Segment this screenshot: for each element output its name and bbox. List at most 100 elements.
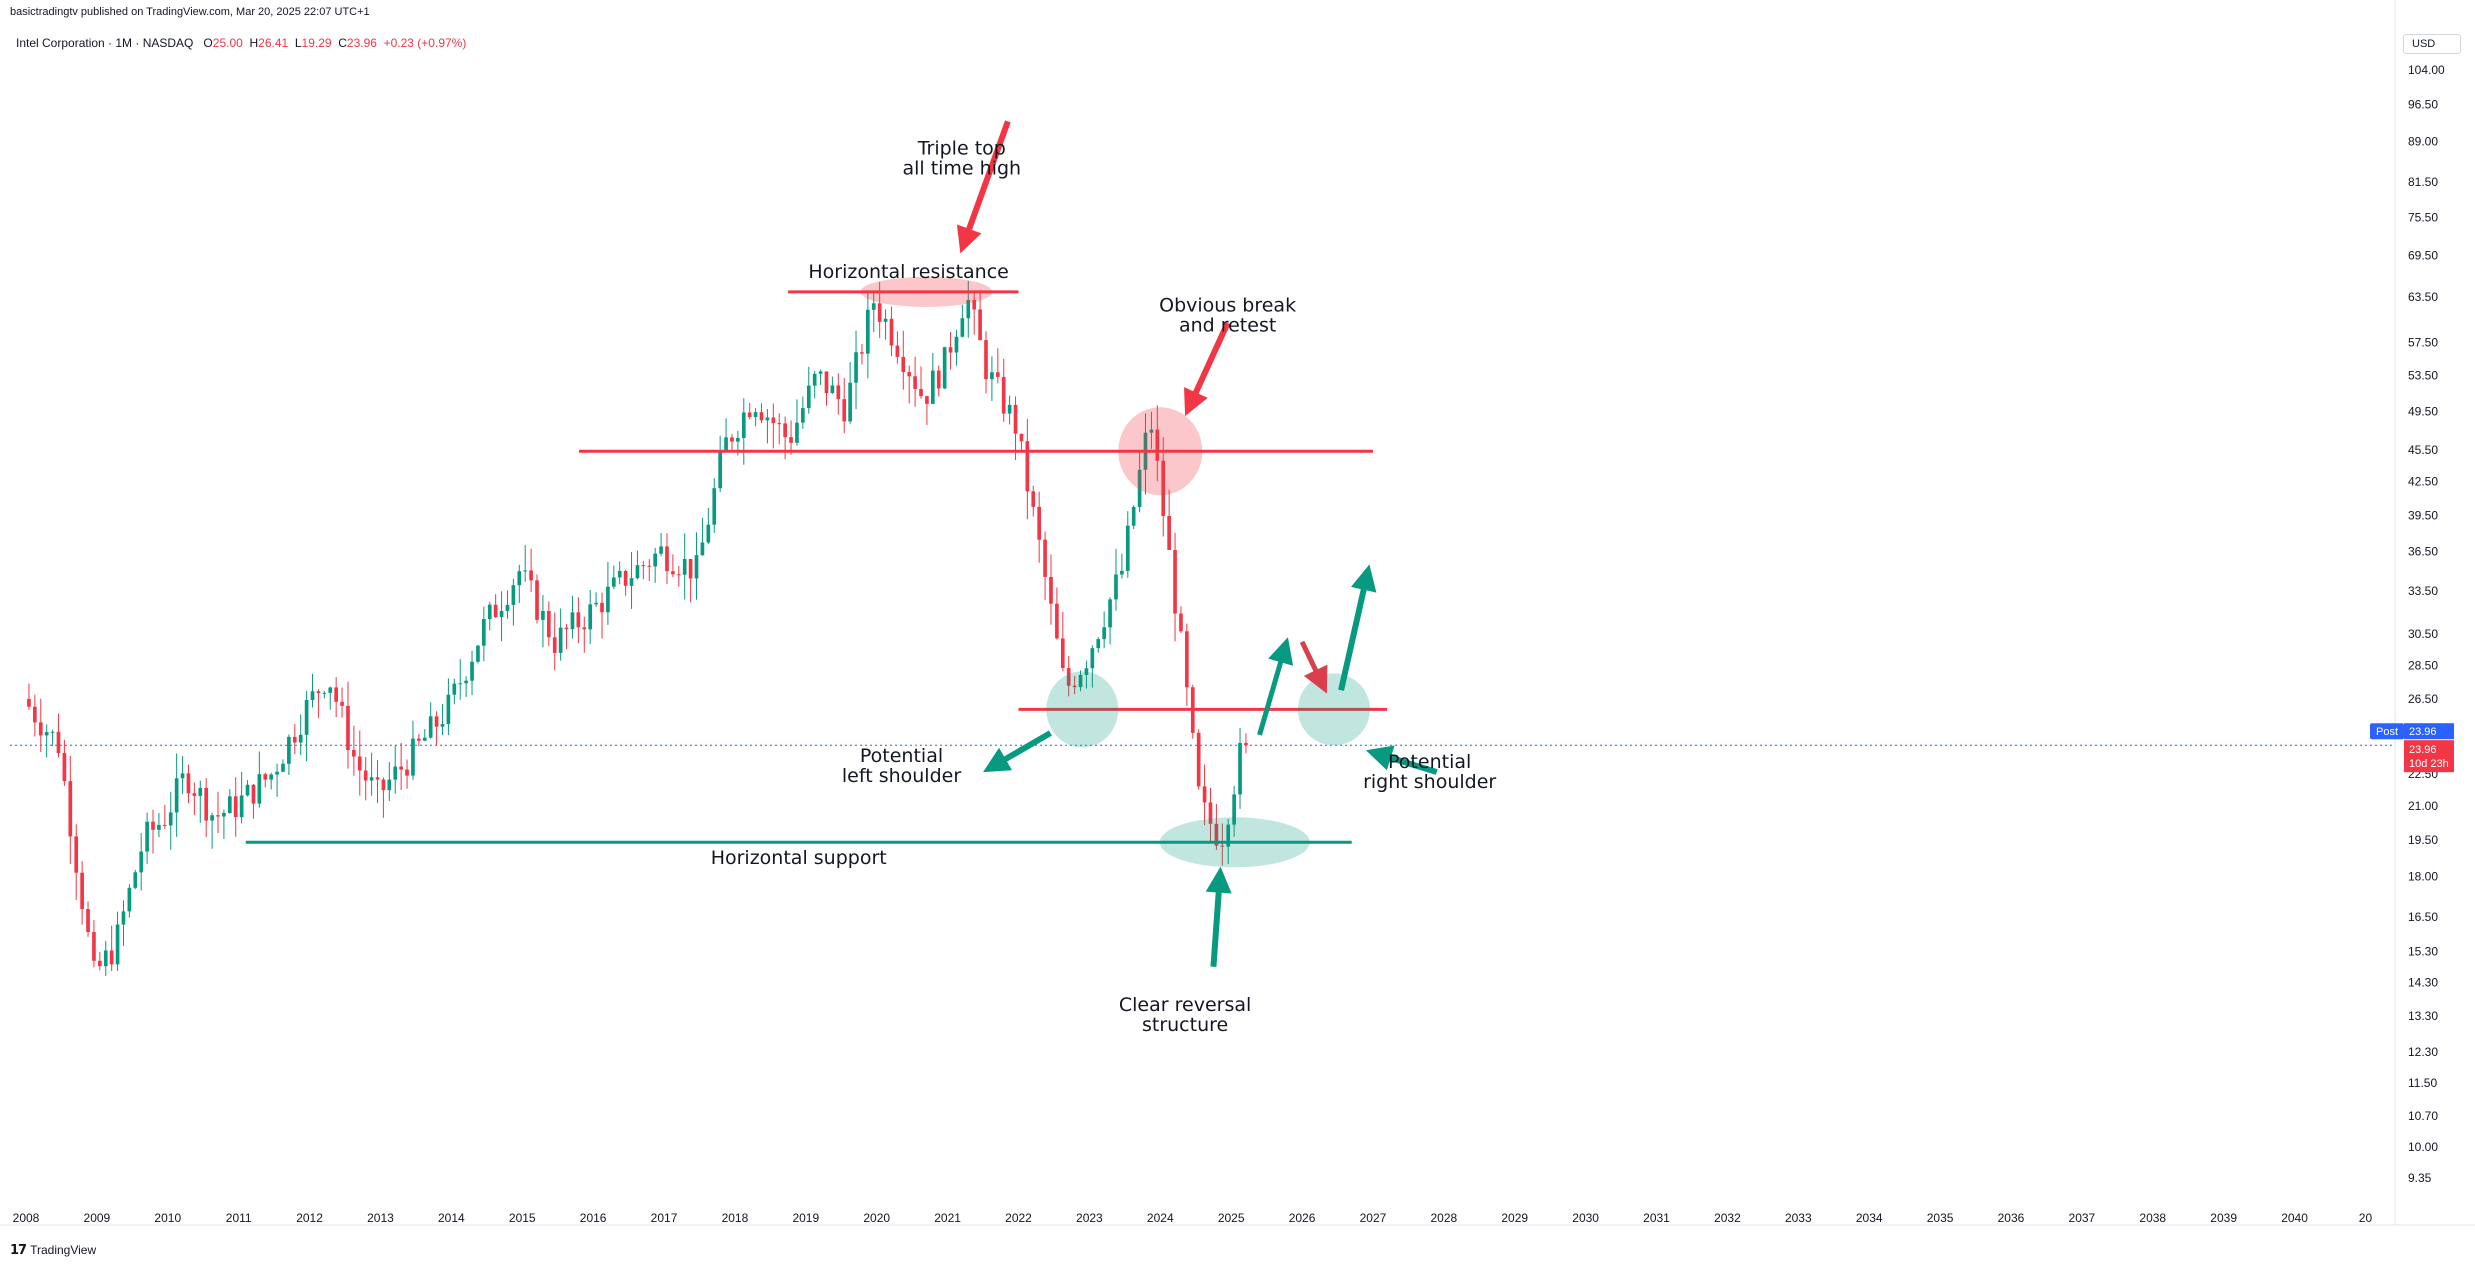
x-tick-label: 2039 [2210,1211,2237,1225]
candle-body [671,571,675,575]
candle-body [210,815,214,821]
candle-body [1049,576,1053,604]
candle-body [883,318,888,322]
candle-body [842,399,847,422]
tradingview-logo-icon: 𝟭𝟳 [10,1242,27,1257]
candle-body [499,610,504,618]
candle-body [292,736,297,743]
candle-body [1202,786,1207,803]
close-label: C [338,36,347,50]
candle-body [600,602,604,613]
breakout-arrow-large [1338,564,1377,691]
candle-body [80,872,84,910]
post-label: Post [2376,726,2398,738]
x-tick-label: 2016 [580,1211,607,1225]
candle-body [227,796,232,813]
x-tick-label: 2019 [792,1211,819,1225]
currency-selector[interactable]: USD [2403,34,2461,54]
candle-body [1078,674,1083,688]
candle-body [866,309,870,354]
x-tick-label: 2023 [1076,1211,1103,1225]
candle-body [452,683,457,695]
candle-body [334,687,338,702]
candle-body [972,299,977,310]
candle-body [1244,742,1248,746]
candle-body [789,437,793,443]
post-label-bg [2370,723,2404,740]
x-tick-label: 2026 [1289,1211,1316,1225]
retest-ellipse [1118,407,1203,496]
candle-body [552,637,557,653]
candle-body [736,437,740,442]
candle-body [925,396,929,404]
candle-body [1102,627,1106,640]
candle-body [56,731,61,754]
candle-body [233,796,238,818]
candle-body [659,546,663,554]
candle-body [942,347,947,389]
last-price-bg [2404,740,2454,773]
candle-body [806,385,811,409]
y-tick-label: 42.50 [2408,475,2438,489]
candle-body [541,611,545,620]
candle-body [546,611,551,638]
candle-body [854,352,858,383]
y-tick-label: 75.50 [2408,210,2438,224]
reversal-arrow [1205,866,1232,967]
candle-body [322,692,327,694]
y-tick-label: 53.50 [2408,369,2438,383]
triple-top-arrow-shape [956,120,1011,254]
candle-body [493,604,498,618]
candle-body [340,701,344,706]
right-shoulder-ellipse [1297,673,1370,746]
candle-body [1025,441,1030,492]
candle-body [1185,631,1189,688]
y-tick-label: 21.00 [2408,799,2438,813]
candle-body [1220,845,1225,847]
candle-body [694,555,699,579]
y-tick-label: 26.50 [2408,692,2438,706]
candle-body [411,738,415,776]
candle-body [151,821,155,830]
candle-body [1179,613,1183,632]
high-label: H [249,36,259,50]
footer-brand[interactable]: 𝟭𝟳 TradingView [10,1242,96,1258]
candle-body [287,736,291,764]
candle-body [399,766,403,770]
candle-body [1001,376,1006,414]
x-tick-label: 2032 [1714,1211,1741,1225]
candle-body [476,645,480,662]
candle-body [304,699,309,735]
post-price-tag: Post 23.96 [2370,723,2454,740]
candle-body [133,872,138,888]
change-value: +0.23 (+0.97%) [383,36,467,50]
candle-body [795,422,799,443]
candle-body [564,627,569,630]
candle-body [930,370,935,404]
candle-body [1066,667,1071,686]
candle-body [995,372,1000,377]
x-tick-label: 2024 [1147,1211,1174,1225]
candle-body [647,565,652,567]
candle-body [174,778,179,813]
axis-lines [0,0,2475,1226]
candle-body [1072,685,1077,688]
y-tick-label: 57.50 [2408,336,2438,350]
candle-body [162,824,167,826]
candle-body [523,570,528,572]
candle-body [907,372,912,377]
y-tick-label: 15.30 [2408,944,2438,958]
candle-body [848,382,852,422]
candle-body [665,546,669,572]
candle-body [328,687,333,693]
candle-body [38,722,43,736]
candle-body [1173,549,1177,614]
x-tick-label: 2029 [1501,1211,1528,1225]
candle-body [978,309,982,341]
candle-body [617,570,622,578]
post-value: 23.96 [2409,726,2437,738]
y-tick-label: 28.50 [2408,658,2438,672]
y-tick-label: 96.50 [2408,97,2438,111]
candle-body [393,766,398,780]
